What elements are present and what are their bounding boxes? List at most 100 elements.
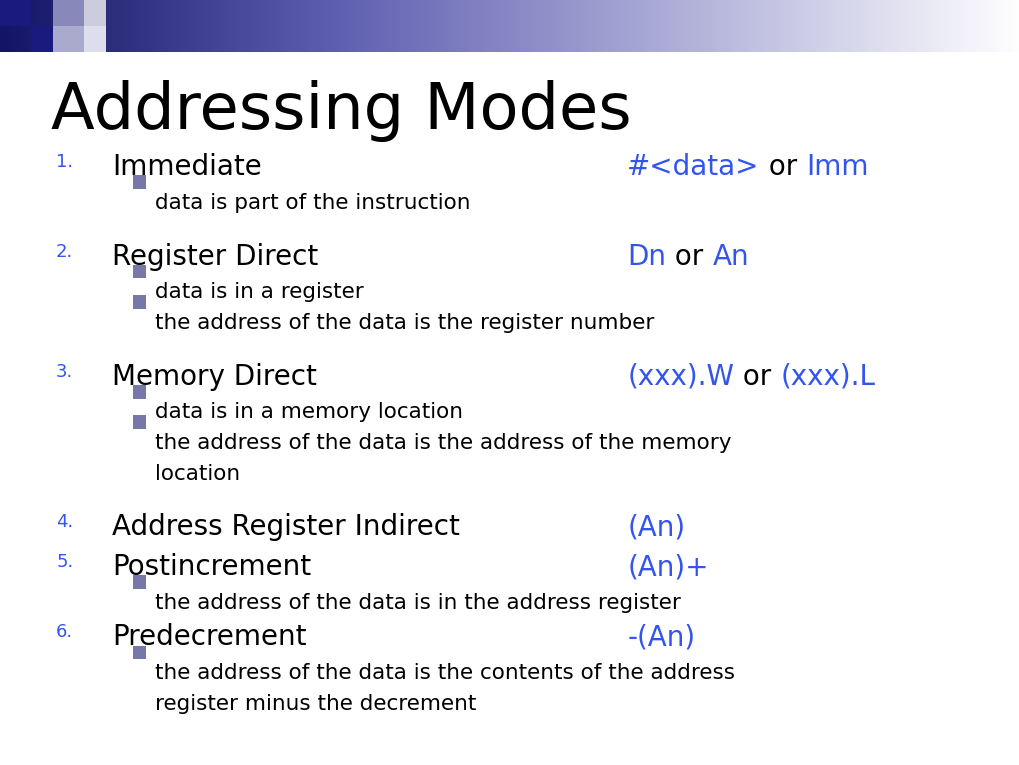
Bar [894, 0, 897, 52]
Bar [68, 0, 71, 52]
Bar [109, 0, 112, 52]
Bar [625, 0, 629, 52]
Bar [727, 0, 731, 52]
Bar [288, 0, 292, 52]
Bar [604, 0, 608, 52]
Bar [265, 0, 268, 52]
Bar [751, 0, 754, 52]
Bar [649, 0, 652, 52]
Bar [48, 0, 51, 52]
Bar [299, 0, 303, 52]
Bar [869, 0, 873, 52]
Bar [1006, 0, 1009, 52]
Text: the address of the data is the register number: the address of the data is the register … [155, 313, 654, 333]
Bar [693, 0, 696, 52]
Bar [591, 0, 594, 52]
Bar [680, 0, 683, 52]
Bar [445, 0, 448, 52]
Bar [924, 0, 927, 52]
Bar [818, 0, 822, 52]
Bar [3, 0, 7, 52]
Bar [629, 0, 632, 52]
Text: the address of the data is the address of the memory: the address of the data is the address o… [155, 433, 731, 453]
Bar [272, 0, 275, 52]
Bar [527, 0, 530, 52]
Bar [23, 0, 28, 52]
Bar [879, 0, 883, 52]
Bar [146, 0, 150, 52]
Bar [7, 0, 10, 52]
Bar [309, 0, 313, 52]
Bar [890, 0, 894, 52]
Bar [384, 0, 387, 52]
Bar [227, 0, 231, 52]
Bar [431, 0, 435, 52]
Bar [160, 0, 163, 52]
Bar [242, 0, 245, 52]
Bar [601, 0, 604, 52]
Bar [150, 0, 153, 52]
Bar [255, 0, 258, 52]
Bar [777, 0, 782, 52]
Bar [176, 0, 180, 52]
Bar [374, 0, 377, 52]
Bar [588, 0, 591, 52]
Bar [785, 0, 788, 52]
Bar [333, 0, 336, 52]
Bar [676, 0, 680, 52]
Bar [506, 0, 510, 52]
Text: (An): (An) [627, 513, 685, 542]
Bar [594, 0, 598, 52]
Bar [1009, 0, 1012, 52]
Bar [499, 0, 502, 52]
Bar [28, 0, 31, 52]
Bar [459, 0, 462, 52]
Text: #<data>: #<data> [627, 153, 759, 181]
Bar [31, 0, 34, 52]
Bar [978, 0, 981, 52]
Bar [89, 0, 92, 52]
Bar [574, 0, 578, 52]
Text: the address of the data is in the address register: the address of the data is in the addres… [155, 593, 681, 613]
Text: or: or [759, 153, 805, 181]
Text: Register Direct: Register Direct [112, 243, 318, 271]
Bar [132, 175, 146, 189]
Bar [125, 0, 129, 52]
Bar [754, 0, 757, 52]
Bar [639, 0, 642, 52]
Bar [400, 0, 405, 52]
Bar [13, 0, 17, 52]
Bar [99, 0, 102, 52]
Bar [201, 0, 204, 52]
Bar [795, 0, 798, 52]
Bar [520, 0, 523, 52]
Bar [690, 0, 693, 52]
Bar [547, 0, 550, 52]
Bar [761, 0, 764, 52]
Bar [723, 0, 727, 52]
Bar [700, 0, 703, 52]
Text: Predecrement: Predecrement [112, 623, 307, 652]
Bar [231, 0, 234, 52]
Bar [41, 0, 44, 52]
Bar [428, 0, 431, 52]
Bar [937, 0, 941, 52]
Bar [448, 0, 451, 52]
Bar [812, 0, 815, 52]
Bar [873, 0, 876, 52]
Bar [734, 0, 737, 52]
Bar [550, 0, 553, 52]
Text: or: or [734, 363, 780, 391]
Bar [313, 0, 316, 52]
Bar [84, 0, 106, 26]
Bar [377, 0, 380, 52]
Bar [122, 0, 125, 52]
Bar [143, 0, 146, 52]
Bar [927, 0, 930, 52]
Bar [1002, 0, 1006, 52]
Bar [673, 0, 676, 52]
Bar [517, 0, 520, 52]
Bar [252, 0, 255, 52]
Bar [833, 0, 836, 52]
Bar [996, 0, 999, 52]
